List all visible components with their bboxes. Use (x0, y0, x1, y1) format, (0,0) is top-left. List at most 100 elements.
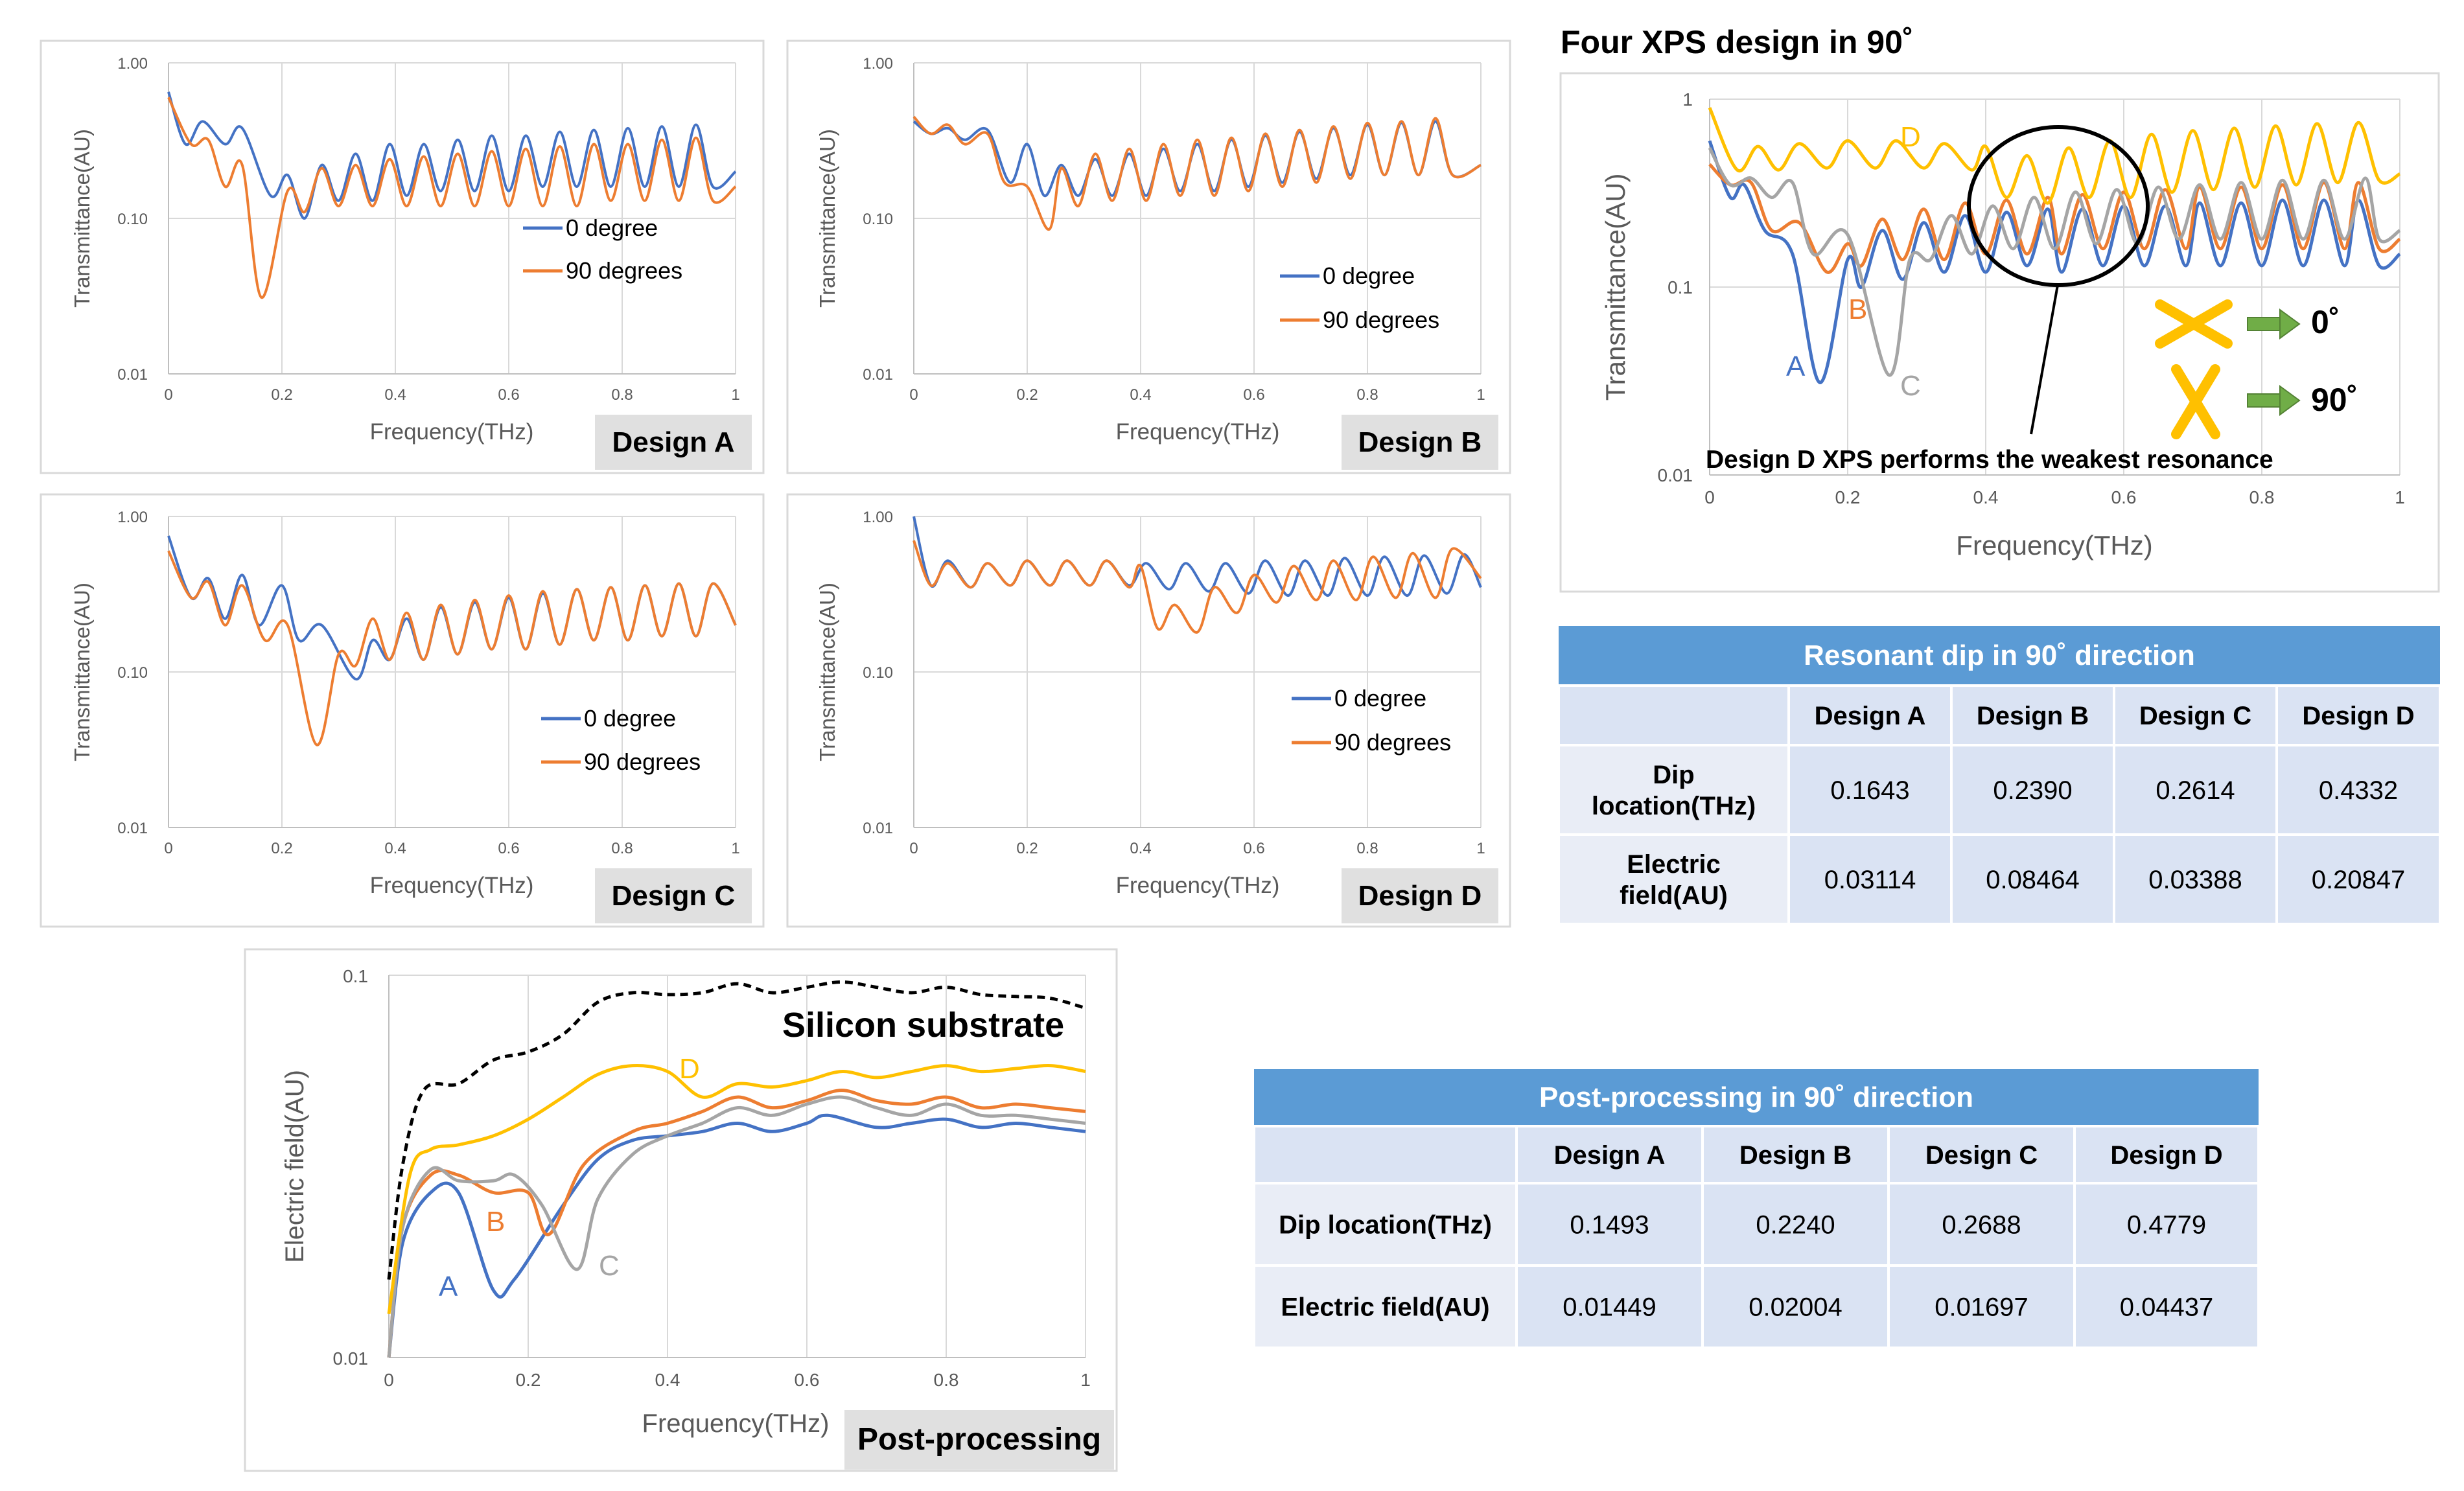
table-header-cell (1950, 684, 2115, 746)
post-processing-table: Post-processing in 90˚ direction Design A… (1253, 1069, 2260, 1349)
polarization-90-label: 90˚ (2311, 382, 2358, 418)
table-cell (2275, 833, 2441, 925)
table-row-label-cell (1557, 744, 1790, 836)
x-tick-label: 0.8 (611, 840, 633, 857)
table-title-bar (1559, 626, 2440, 686)
table-cell-value: 0.03114 (1824, 866, 1916, 894)
x-tick-label: 0 (164, 840, 172, 857)
x-tick-label: 1 (731, 840, 739, 857)
x-tick-label: 0.2 (1016, 386, 1038, 404)
design-badge-label: Design D (1358, 880, 1482, 912)
legend-label: 0 degree (1323, 262, 1415, 289)
legend-label: 0 degree (566, 214, 658, 241)
y-tick-label: 0.01 (117, 820, 148, 837)
series-line-c (387, 1095, 1086, 1358)
table-header-label: Design B (1739, 1141, 1852, 1170)
x-axis-label: Frequency(THz) (370, 873, 534, 898)
x-tick-label: 0.6 (795, 1370, 820, 1390)
series-line-0-degree (167, 91, 737, 220)
design-badge-label: Design C (612, 880, 736, 912)
y-axis-label: Electric field(AU) (281, 1070, 309, 1263)
x-axis-label: Frequency(THz) (1116, 873, 1280, 898)
x-tick-label: 0.2 (271, 840, 292, 857)
plot-area: 0 0.2 0.4 0.6 0.8 1 (1704, 98, 2405, 507)
table-row-label: Dip location(THz) (1279, 1211, 1492, 1240)
table-header-label: Design D (2110, 1141, 2222, 1170)
series-label-a: A (1786, 351, 1806, 382)
series-label-b: B (1848, 294, 1867, 325)
table-cell-value: 0.01697 (1935, 1293, 2028, 1322)
y-axis-label: Transmittance(AU) (815, 583, 839, 761)
x-tick-label: 0.4 (384, 840, 406, 857)
design-badge-label: Design A (612, 426, 734, 458)
plot-area: 0 0.2 0.4 0.6 0.8 1 (909, 62, 1485, 404)
series-label-d: D (1900, 121, 1921, 153)
x-axis-label: Frequency(THz) (642, 1409, 830, 1438)
series-label-d: D (679, 1053, 700, 1085)
y-tick-label: 0.01 (117, 366, 148, 384)
legend: 0 degree 90 degrees (523, 214, 682, 284)
x-tick-label: 0.6 (2111, 487, 2137, 507)
y-tick-label: 1.00 (863, 55, 893, 73)
x-tick-label: 0 (909, 386, 918, 404)
design-badge (595, 868, 752, 923)
table-cell-value: 0.1643 (1830, 776, 1909, 805)
table-header-label: Design C (1925, 1141, 2038, 1170)
table-cell (1787, 833, 1953, 925)
design-badge-label: Post-processing (857, 1422, 1101, 1457)
chart-frame (40, 493, 765, 928)
polarization-0-legend: 0˚ (2155, 299, 2340, 349)
x-tick-label: 0 (1704, 487, 1715, 507)
y-tick-label: 0.10 (863, 211, 893, 228)
table-row-label: Electric (1627, 850, 1721, 879)
table-cell-value: 0.01449 (1563, 1293, 1656, 1322)
table-cell (2113, 744, 2278, 836)
series-label-a: A (439, 1271, 458, 1302)
chart-frame (40, 40, 765, 474)
table-title: Resonant dip in 90˚ direction (1804, 640, 2195, 671)
table-cell (1701, 1264, 1890, 1349)
arrow-right-icon (2247, 308, 2301, 340)
x-tick-label: 0.8 (1356, 386, 1378, 404)
x-tick-label: 0.6 (1243, 386, 1264, 404)
series-label-b: B (486, 1206, 505, 1238)
x-tick-label: 0.2 (1835, 487, 1861, 507)
series-line-90-degrees (167, 550, 737, 746)
annotation-pointer (2030, 284, 2059, 435)
chart-frame (1559, 72, 2440, 593)
post-processing-chart: 0 0.2 0.4 0.6 0.8 1 0.1 0.01 Electric field(A… (244, 948, 1118, 1472)
x-tick-label: 1 (1476, 840, 1485, 857)
x-tick-label: 0 (384, 1370, 394, 1390)
table-cell (1887, 1264, 2076, 1349)
legend-label: 90 degrees (584, 748, 701, 775)
table-header-label: Design D (2302, 702, 2414, 730)
table-header-label: Design A (1554, 1141, 1666, 1170)
y-axis-label: Transmittance(AU) (70, 583, 94, 761)
design-badge (1342, 868, 1498, 923)
y-tick-label: 0.01 (333, 1348, 369, 1369)
table-cell (1787, 744, 1953, 836)
design-c-chart: 0 0.2 0.4 0.6 0.8 1 1.00 0.10 0.01 Transmitta… (40, 493, 765, 928)
y-tick-label: 1 (1682, 89, 1693, 110)
table-cell-value: 0.2240 (1756, 1211, 1835, 1240)
table-header-cell (1253, 1125, 1518, 1185)
table-cell-value: 0.4332 (2319, 776, 2398, 805)
x-tick-label: 0.6 (498, 386, 519, 404)
series-label-c: C (599, 1250, 620, 1282)
chart-title: Four XPS design in 90˚ (1561, 24, 1914, 60)
series-line-a (387, 1113, 1086, 1358)
cross-vertical-icon (2171, 364, 2220, 439)
x-axis-label: Frequency(THz) (1116, 419, 1280, 445)
y-tick-label: 0.1 (343, 966, 368, 986)
legend-label: 0 degree (584, 705, 676, 732)
table-header-cell (2073, 1125, 2260, 1185)
plot-area: 0 0.2 0.4 0.6 0.8 1 (384, 975, 1091, 1390)
table-cell (1950, 744, 2115, 836)
table-header-cell (2275, 684, 2441, 746)
design-a-chart: 0 0.2 0.4 0.6 0.8 1 1.00 0.10 0.01 Transmitta… (40, 40, 765, 474)
table-row-label: field(AU) (1620, 881, 1728, 910)
y-axis-label: Transmittance(AU) (1600, 174, 1631, 401)
x-axis-label: Frequency(THz) (370, 419, 534, 445)
legend-label: 90 degrees (566, 257, 682, 284)
substrate-label: Silicon substrate (782, 1006, 1064, 1045)
